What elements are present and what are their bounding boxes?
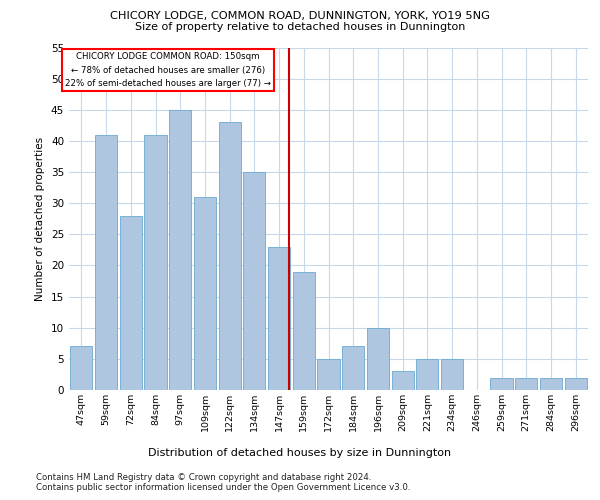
Bar — [317, 359, 340, 390]
Bar — [293, 272, 315, 390]
Bar — [95, 134, 117, 390]
Text: Contains public sector information licensed under the Open Government Licence v3: Contains public sector information licen… — [36, 484, 410, 492]
Bar — [169, 110, 191, 390]
Text: CHICORY LODGE, COMMON ROAD, DUNNINGTON, YORK, YO19 5NG: CHICORY LODGE, COMMON ROAD, DUNNINGTON, … — [110, 11, 490, 21]
Bar — [194, 197, 216, 390]
Bar — [218, 122, 241, 390]
Text: Size of property relative to detached houses in Dunnington: Size of property relative to detached ho… — [135, 22, 465, 32]
Bar — [515, 378, 538, 390]
Bar — [243, 172, 265, 390]
Bar — [540, 378, 562, 390]
Bar — [392, 372, 414, 390]
Y-axis label: Number of detached properties: Number of detached properties — [35, 136, 46, 301]
Bar — [490, 378, 512, 390]
Bar — [416, 359, 439, 390]
Text: CHICORY LODGE COMMON ROAD: 150sqm
← 78% of detached houses are smaller (276)
22%: CHICORY LODGE COMMON ROAD: 150sqm ← 78% … — [65, 52, 271, 88]
Bar — [268, 247, 290, 390]
Bar — [119, 216, 142, 390]
Bar — [342, 346, 364, 390]
Text: Distribution of detached houses by size in Dunnington: Distribution of detached houses by size … — [148, 448, 452, 458]
Bar — [367, 328, 389, 390]
Bar — [70, 346, 92, 390]
Bar — [565, 378, 587, 390]
Bar — [145, 134, 167, 390]
Bar — [441, 359, 463, 390]
Text: Contains HM Land Registry data © Crown copyright and database right 2024.: Contains HM Land Registry data © Crown c… — [36, 472, 371, 482]
